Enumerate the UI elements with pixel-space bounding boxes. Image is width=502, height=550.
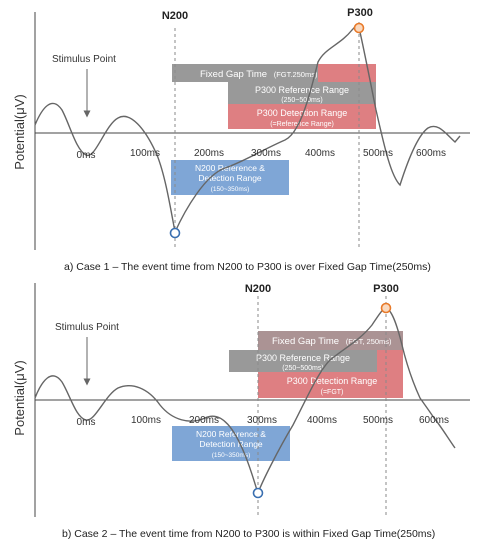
p300-reference-box <box>228 82 376 104</box>
p300-reference-title: P300 Reference Range <box>255 85 349 95</box>
erp-waveform <box>34 24 461 235</box>
p300-reference-box <box>229 350 377 372</box>
x-tick-label: 300ms <box>247 415 277 426</box>
n200-label: N200 <box>245 283 271 295</box>
p300-detection-sub: (=FGT) <box>321 389 344 396</box>
n200-reference-sub: (150~350ms) <box>211 186 249 193</box>
x-tick-label: 100ms <box>131 415 161 426</box>
fgt-gray-box <box>258 331 403 350</box>
x-tick-label: 200ms <box>189 415 219 426</box>
p300-label: P300 <box>373 283 399 295</box>
p300-reference-sub: (250~500ms) <box>281 97 322 104</box>
x-tick-label: 300ms <box>251 148 281 159</box>
p300-reference-sub: (250~500ms) <box>282 365 323 372</box>
n200-reference-line2: Detection Range <box>199 439 263 449</box>
n200-reference-line2: Detection Range <box>198 173 262 183</box>
n200-reference-box <box>172 426 290 461</box>
n200-marker <box>169 227 181 239</box>
stimulus-label: Stimulus Point <box>52 54 116 65</box>
caption-case2: b) Case 2 – The event time from N200 to … <box>62 528 435 540</box>
p300-marker <box>380 302 392 314</box>
stimulus-label: Stimulus Point <box>55 322 119 333</box>
n200-reference-sub: (150~350ms) <box>212 452 250 459</box>
x-tick-label: 500ms <box>363 415 393 426</box>
x-tick-label: 600ms <box>416 148 446 159</box>
panel-case1: Fixed Gap Time (FGT.250ms) P300 Referenc… <box>34 7 470 273</box>
x-tick-label: 100ms <box>130 148 160 159</box>
fgt-gray-box <box>172 64 318 82</box>
erp-waveform <box>34 307 456 495</box>
p300-reference-title: P300 Reference Range <box>256 353 350 363</box>
n200-reference-line1: N200 Reference & <box>196 429 266 439</box>
x-tick-label: 200ms <box>194 148 224 159</box>
n200-marker <box>252 487 264 499</box>
panel-case2: Fixed Gap Time (FGT, 250ms) P300 Referen… <box>34 283 470 540</box>
p300-detection-title: P300 Detection Range <box>257 108 348 118</box>
p300-marker <box>353 22 365 34</box>
y-axis-label-case2: Potential(μV) <box>12 360 27 435</box>
y-axis-label-case1: Potential(μV) <box>12 94 27 169</box>
n200-reference-line1: N200 Reference & <box>195 163 265 173</box>
n200-label: N200 <box>162 10 188 22</box>
x-tick-label: 0ms <box>77 417 96 428</box>
x-tick-label: 400ms <box>305 148 335 159</box>
x-tick-label: 500ms <box>363 148 393 159</box>
caption-case1: a) Case 1 – The event time from N200 to … <box>64 261 431 273</box>
p300-label: P300 <box>347 7 373 19</box>
fgt-label: Fixed Gap Time (FGT.250ms) <box>200 69 318 80</box>
x-tick-label: 400ms <box>307 415 337 426</box>
p300-detection-sub: (=Reference Range) <box>270 121 334 128</box>
x-tick-label: 600ms <box>419 415 449 426</box>
x-tick-label: 0ms <box>77 150 96 161</box>
p300-detection-title: P300 Detection Range <box>287 376 378 386</box>
fgt-label: Fixed Gap Time (FGT, 250ms) <box>272 336 392 347</box>
fgt-red-box <box>318 64 376 82</box>
